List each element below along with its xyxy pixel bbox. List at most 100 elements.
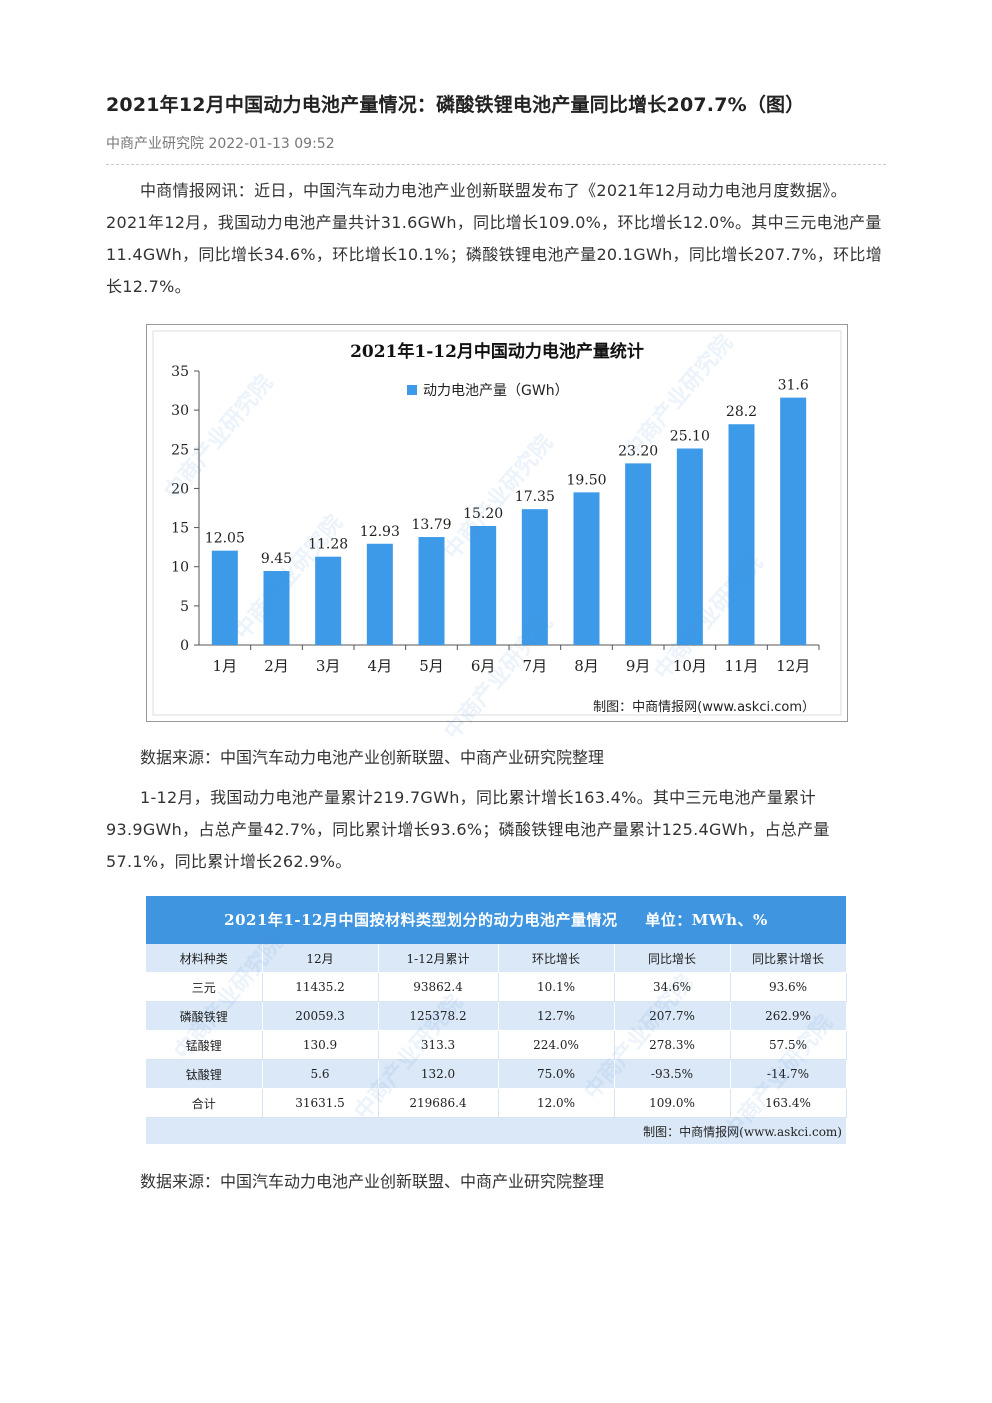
column-header: 同比累计增长 [730,944,847,973]
production-table: 2021年1-12月中国按材料类型划分的动力电池产量情况 单位：MWh、% 材料… [146,896,847,1144]
bar-value-label: 13.79 [411,517,451,533]
bar-value-label: 28.2 [726,404,757,420]
table-header-row: 材料种类 12月 1-12月累计 环比增长 同比增长 同比累计增长 [146,944,847,973]
table-cell: 12.0% [498,1088,615,1118]
bar [211,550,238,645]
bar [366,543,393,645]
table-cell: 磷酸铁锂 [146,1001,263,1031]
column-header: 材料种类 [146,944,263,973]
y-tick-label: 30 [171,403,189,419]
bar-value-label: 11.28 [308,537,348,553]
table-cell: 10.1% [498,972,615,1002]
x-tick-label: 5月 [419,657,444,675]
table-title-bar: 2021年1-12月中国按材料类型划分的动力电池产量情况 单位：MWh、% [146,896,846,944]
column-header: 同比增长 [614,944,731,973]
column-header: 12月 [262,944,379,973]
table-cell: 163.4% [730,1088,847,1118]
table-cell: 34.6% [614,972,731,1002]
data-table: 材料种类 12月 1-12月累计 环比增长 同比增长 同比累计增长 三元 114… [146,944,847,1118]
table-row: 钛酸锂 5.6 132.0 75.0% -93.5% -14.7% [146,1059,847,1089]
article-title: 2021年12月中国动力电池产量情况：磷酸铁锂电池产量同比增长207.7%（图） [106,94,805,116]
table-cell: 57.5% [730,1030,847,1060]
x-tick-label: 12月 [776,657,810,675]
bar [676,448,703,645]
table-row: 三元 11435.2 93862.4 10.1% 34.6% 93.6% [146,972,847,1002]
x-tick-label: 9月 [626,657,651,675]
paragraph-intro: 中商情报网讯：近日，中国汽车动力电池产业创新联盟发布了《2021年12月动力电池… [106,181,883,296]
bar-value-label: 9.45 [261,551,292,567]
x-tick-label: 10月 [673,657,707,675]
table-cell: 125378.2 [378,1001,499,1031]
table-cell: 219686.4 [378,1088,499,1118]
article-meta: 中商产业研究院 2022-01-13 09:52 [106,136,335,152]
y-tick-label: 15 [171,521,189,537]
source-note-2: 数据来源：中国汽车动力电池产业创新联盟、中商产业研究院整理 [140,1172,605,1191]
bar-value-label: 19.50 [566,472,606,488]
table-cell: 313.3 [378,1030,499,1060]
table-cell: 31631.5 [262,1088,379,1118]
bar [418,537,445,645]
chart-credit: 制图：中商情报网(www.askci.com） [593,700,815,715]
table-cell: 钛酸锂 [146,1059,263,1089]
column-header: 1-12月累计 [378,944,499,973]
table-cell: 11435.2 [262,972,379,1002]
source-note-1: 数据来源：中国汽车动力电池产业创新联盟、中商产业研究院整理 [140,748,605,767]
x-tick-label: 4月 [368,657,393,675]
legend-label: 动力电池产量（GWh） [423,383,569,399]
x-tick-label: 2月 [264,657,289,675]
table-cell: 130.9 [262,1030,379,1060]
bar [573,492,600,645]
bar-value-label: 12.93 [360,524,400,540]
table-cell: -14.7% [730,1059,847,1089]
table-cell: 262.9% [730,1001,847,1031]
table-row: 磷酸铁锂 20059.3 125378.2 12.7% 207.7% 262.9… [146,1001,847,1031]
y-tick-label: 10 [171,560,189,576]
bar [728,424,755,645]
x-tick-label: 3月 [316,657,341,675]
bar [263,571,290,645]
x-tick-label: 7月 [523,657,548,675]
bar-value-label: 25.10 [670,429,710,445]
chart-svg: 2021年1-12月中国动力电池产量统计 0 5 10 15 20 25 30 35 12.05 1… [152,330,842,716]
bar [521,509,548,645]
bar [625,463,652,645]
article: 2021年12月中国动力电池产量情况：磷酸铁锂电池产量同比增长207.7%（图）… [106,88,886,303]
table-cell: 20059.3 [262,1001,379,1031]
y-tick-label: 20 [171,481,189,497]
x-tick-label: 11月 [724,657,758,675]
bar [780,397,807,645]
y-tick-label: 0 [180,638,189,654]
table-cell: 109.0% [614,1088,731,1118]
table-cell: 锰酸锂 [146,1030,263,1060]
y-tick-label: 25 [171,442,189,458]
bar-value-label: 12.05 [205,531,245,547]
bar-value-label: 23.20 [618,443,658,459]
bar [470,526,497,645]
table-cell: 合计 [146,1088,263,1118]
bar-value-label: 31.6 [778,378,809,394]
table-cell: 207.7% [614,1001,731,1031]
table-title: 2021年1-12月中国按材料类型划分的动力电池产量情况 [224,911,618,929]
divider [106,164,886,165]
table-cell: 75.0% [498,1059,615,1089]
table-cell: 278.3% [614,1030,731,1060]
table-cell: 224.0% [498,1030,615,1060]
y-tick-label: 35 [171,364,189,380]
legend-swatch [407,385,417,395]
paragraph-cumulative: 1-12月，我国动力电池产量累计219.7GWh，同比累计增长163.4%。其中… [106,788,830,871]
table-credit: 制图：中商情报网(www.askci.com) [643,1125,842,1139]
table-row: 锰酸锂 130.9 313.3 224.0% 278.3% 57.5% [146,1030,847,1060]
table-cell: 93862.4 [378,972,499,1002]
bar-chart: 2021年1-12月中国动力电池产量统计 0 5 10 15 20 25 30 35 12.05 1… [146,324,848,722]
table-cell: 5.6 [262,1059,379,1089]
table-cell: 132.0 [378,1059,499,1089]
column-header: 环比增长 [498,944,615,973]
table-cell: 93.6% [730,972,847,1002]
table-cell: -93.5% [614,1059,731,1089]
bar-value-label: 15.20 [463,506,503,522]
bar [315,556,342,645]
x-tick-label: 6月 [471,657,496,675]
table-unit: 单位：MWh、% [645,911,768,929]
table-cell: 三元 [146,972,263,1002]
bar-value-label: 17.35 [515,489,555,505]
